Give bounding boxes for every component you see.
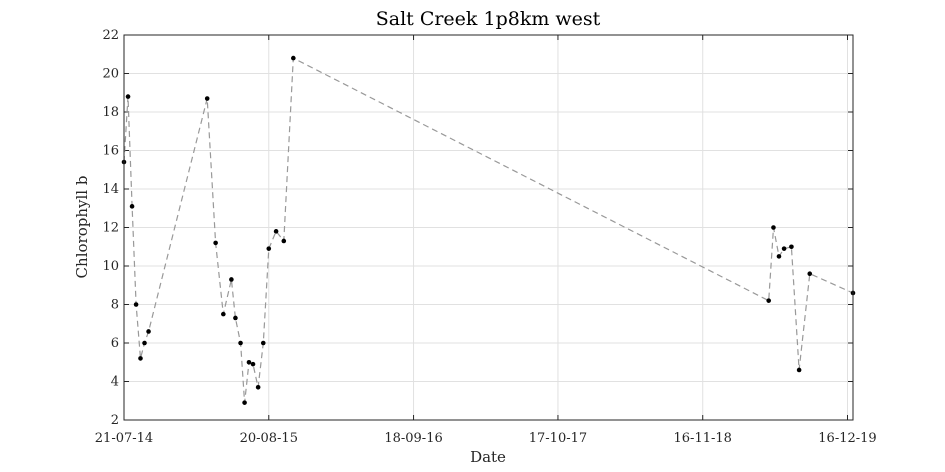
data-point: [125, 94, 131, 99]
grid: [123, 34, 853, 421]
series-line: [123, 57, 854, 403]
data-point: [250, 361, 256, 367]
y-axis-ticks: 2 4 6 8 10 12 14 16 18 20 22: [102, 28, 853, 428]
x-tick-label: 21-07-14: [95, 431, 153, 446]
data-point: [255, 384, 261, 390]
data-point: [781, 246, 787, 251]
data-point: [246, 359, 252, 365]
y-tick-label: 10: [102, 259, 119, 274]
data-point: [213, 240, 218, 246]
y-tick-label: 18: [102, 105, 119, 120]
data-point: [142, 340, 147, 346]
y-tick-label: 16: [102, 144, 119, 159]
y-tick-label: 12: [102, 221, 119, 236]
data-point: [266, 246, 272, 251]
data-point: [129, 204, 135, 209]
data-point: [273, 229, 279, 234]
x-tick-label: 16-11-18: [674, 431, 732, 446]
data-point: [233, 315, 238, 321]
data-point: [771, 225, 776, 230]
data-point: [789, 244, 794, 250]
data-point: [138, 356, 143, 361]
y-tick-label: 2: [111, 413, 119, 428]
data-point: [204, 96, 210, 101]
x-tick-label: 20-08-15: [240, 431, 298, 446]
y-tick-label: 4: [111, 375, 119, 390]
data-point: [229, 277, 234, 282]
data-point: [260, 340, 266, 346]
data-point: [146, 329, 151, 334]
y-tick-label: 6: [111, 336, 119, 351]
data-markers: [121, 55, 856, 405]
y-tick-label: 22: [102, 28, 119, 43]
x-tick-label: 17-10-17: [529, 431, 587, 446]
y-axis-label: Chlorophyll b: [73, 176, 91, 279]
y-tick-label: 20: [102, 67, 119, 82]
data-point: [291, 55, 296, 61]
plot-area-frame: [123, 34, 854, 421]
x-axis-ticks: 21-07-14 20-08-15 18-09-16 17-10-17 16-11-18…: [95, 35, 877, 446]
x-axis-label: Date: [470, 448, 506, 466]
data-point: [281, 238, 287, 244]
data-point: [133, 302, 139, 307]
data-point: [807, 271, 813, 277]
x-tick-label: 18-09-16: [384, 431, 442, 446]
x-tick-label: 16-12-19: [818, 431, 876, 446]
data-point: [776, 254, 782, 259]
data-point: [766, 298, 772, 303]
data-point: [796, 367, 802, 373]
data-point: [221, 311, 226, 317]
data-point: [242, 400, 247, 405]
chart-title: Salt Creek 1p8km west: [376, 8, 601, 30]
y-tick-label: 8: [111, 298, 119, 313]
y-tick-label: 14: [102, 182, 119, 197]
data-point: [238, 340, 243, 346]
